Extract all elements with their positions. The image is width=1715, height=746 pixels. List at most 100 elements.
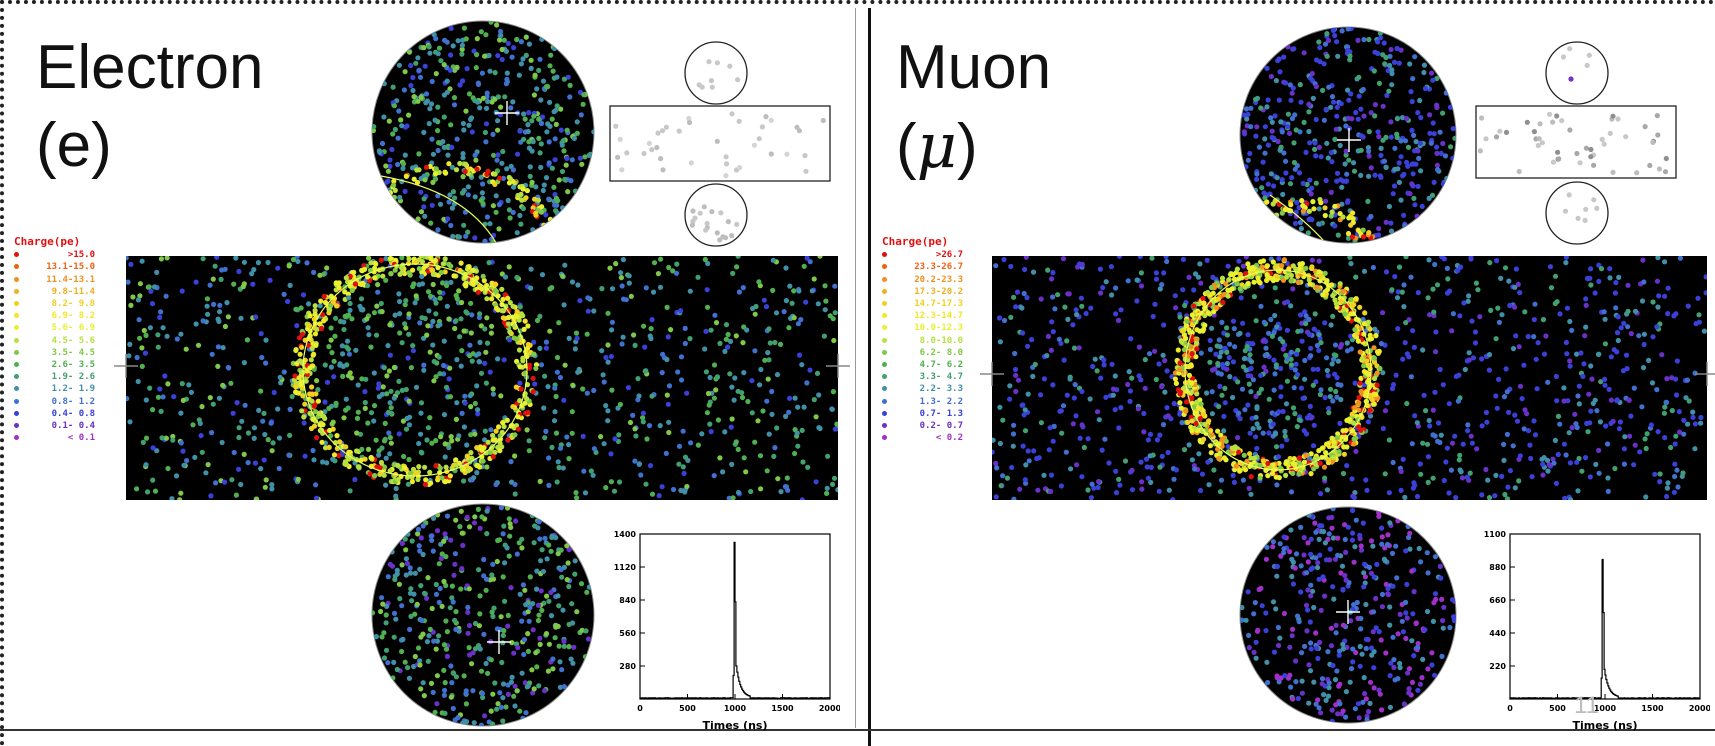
muon-event-display [980,26,1715,724]
muon-title-line1: Muon [896,33,1052,102]
y-tick-label: 280 [619,662,636,671]
electron-title-line2: (e) [36,111,112,180]
muon-mini-detector [1475,41,1677,245]
legend-range: 10.0-12.3 [914,323,963,334]
legend-range: 9.8-11.4 [51,286,95,297]
legend-swatch [882,325,887,331]
electron-title: Electron (e) [36,32,263,182]
legend-entry: 6.2- 8.0 [882,347,963,359]
legend-swatch [882,337,887,343]
legend-range: 11.4-13.1 [46,274,95,285]
legend-swatch [882,435,887,441]
page-number: 11 [1574,692,1599,719]
legend-entry: 1.9- 2.6 [14,371,95,383]
muon-charge-legend: Charge(pe) >26.7 23.3-26.7 20.2-23.3 17.3-2… [882,235,963,444]
x-tick-label: 1500 [771,704,794,713]
legend-entry: < 0.2 [882,432,963,444]
legend-entry: 8.2- 9.8 [14,298,95,310]
legend-entry: >15.0 [14,249,95,261]
muon-time-histogram: 220 440 660 880 1100 0 500 1000 1500 2000 Times (n… [1484,530,1710,732]
legend-swatch [14,325,19,331]
y-tick-label: 840 [619,596,636,605]
legend-range: 13.1-15.0 [46,262,95,273]
legend-swatch [14,362,19,368]
y-tick-label: 560 [619,629,636,638]
panel-divider [868,8,871,746]
legend-swatch [882,288,887,294]
legend-entry: 4.7- 6.2 [882,359,963,371]
legend-entry: 23.3-26.7 [882,261,963,273]
legend-entry: 3.3- 4.7 [882,371,963,383]
legend-entry: 1.2- 1.9 [14,383,95,395]
legend-entry: 12.3-14.7 [882,310,963,322]
muon-vertex-marks [1336,128,1361,624]
electron-vertex-marks [487,101,519,654]
legend-range: 5.6- 6.9 [51,323,95,334]
legend-range: < 0.2 [935,433,963,444]
legend-range: 23.3-26.7 [914,262,963,273]
legend-entry: 11.4-13.1 [14,274,95,286]
x-axis-label: Times (ns) [1572,719,1637,732]
legend-range: 8.0-10.0 [919,335,963,346]
electron-top-hits [372,21,594,243]
legend-range: 2.2- 3.3 [919,384,963,395]
legend-range: 3.5- 4.5 [51,347,95,358]
legend-range: 4.7- 6.2 [919,360,963,371]
legend-range: 1.9- 2.6 [51,372,95,383]
legend-swatch [882,264,887,270]
legend-range: 4.5- 5.6 [51,335,95,346]
legend-entry: 0.1- 0.4 [14,420,95,432]
muon-side-marks [980,362,1715,386]
legend-swatch [14,410,19,416]
electron-ring-outline [302,263,528,477]
legend-swatch [882,301,887,307]
legend-range: 2.6- 3.5 [51,360,95,371]
y-tick-label: 1100 [1484,530,1507,539]
x-tick-label: 1000 [1594,704,1617,713]
legend-range: 0.2- 0.7 [919,421,963,432]
legend-entry: 2.2- 3.3 [882,383,963,395]
electron-title-line1: Electron [36,33,264,102]
legend-swatch [14,264,19,270]
legend-swatch [882,362,887,368]
legend-entry: 1.3- 2.2 [882,396,963,408]
electron-charge-legend: Charge(pe) >15.0 13.1-15.0 11.4-13.1 9.8-11… [14,235,95,444]
legend-swatch [882,252,887,258]
legend-swatch [882,423,887,429]
legend-range: 3.3- 4.7 [919,372,963,383]
legend-entry: 14.7-17.3 [882,298,963,310]
legend-entry: 9.8-11.4 [14,286,95,298]
electron-time-histogram: 280 560 840 1120 1400 0 500 1000 1500 2000 Times (… [614,530,840,732]
muon-ring-outline [1184,269,1372,471]
legend-swatch [14,301,19,307]
legend-range: 0.7- 1.3 [919,408,963,419]
electron-ring-top-outline [374,174,501,243]
x-tick-label: 0 [637,704,643,713]
legend-range: 1.3- 2.2 [919,396,963,407]
legend-range: 0.8- 1.2 [51,396,95,407]
y-tick-label: 1120 [614,563,637,572]
legend-entry: >26.7 [882,249,963,261]
legend-entry: 20.2-23.3 [882,274,963,286]
y-tick-label: 880 [1489,563,1506,572]
y-tick-label: 1400 [614,530,637,539]
legend-range: 0.1- 0.4 [51,421,95,432]
legend-swatch [14,276,19,282]
muon-legend-header: Charge(pe) [882,235,949,248]
legend-swatch [882,386,887,392]
legend-swatch [882,313,887,319]
legend-entry: 0.4- 0.8 [14,408,95,420]
legend-swatch [14,386,19,392]
legend-swatch [14,313,19,319]
electron-panel: Electron (e) [14,20,850,732]
y-tick-label: 660 [1489,596,1506,605]
muon-ring-top-outline [1269,194,1341,243]
legend-swatch [882,410,887,416]
y-tick-label: 440 [1489,629,1506,638]
legend-swatch [14,337,19,343]
legend-entry: 0.8- 1.2 [14,396,95,408]
legend-entry: 13.1-15.0 [14,261,95,273]
legend-range: 0.4- 0.8 [51,408,95,419]
electron-legend-header: Charge(pe) [14,235,81,248]
x-tick-label: 0 [1507,704,1513,713]
